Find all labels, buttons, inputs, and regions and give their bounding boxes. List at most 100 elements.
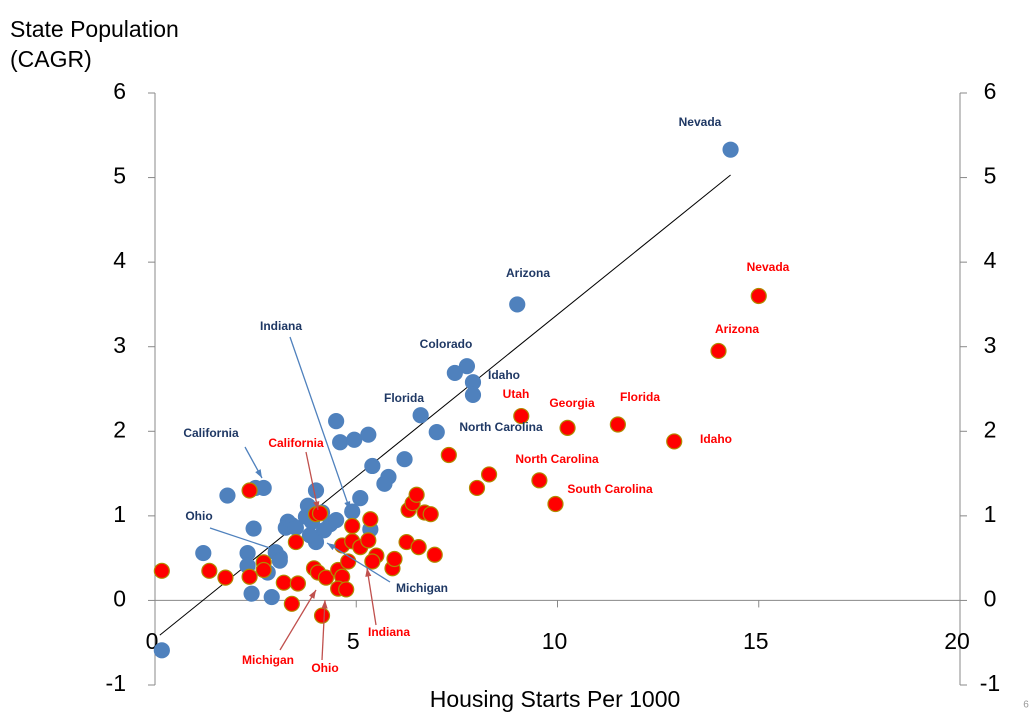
point	[255, 561, 272, 579]
annotation: California	[183, 426, 239, 440]
annotation: Idaho	[488, 368, 520, 382]
point	[360, 426, 377, 443]
point	[346, 431, 363, 448]
annotation: Nevada	[679, 115, 722, 129]
point	[428, 424, 445, 441]
point	[410, 539, 427, 556]
point	[364, 553, 381, 570]
y-tick-label: 6	[113, 78, 126, 104]
point	[311, 505, 329, 522]
arrow-head	[309, 590, 316, 599]
point	[328, 413, 345, 430]
arrow-head	[273, 546, 282, 553]
point	[287, 519, 304, 536]
y2-tick-label: 2	[984, 416, 997, 442]
y2-tick-label: 3	[984, 332, 997, 358]
point	[426, 546, 443, 563]
annotation: Indiana	[368, 625, 410, 639]
point	[338, 581, 355, 598]
annotation: Ohio	[311, 661, 338, 675]
point	[245, 520, 262, 537]
point	[666, 433, 683, 450]
point	[328, 511, 345, 529]
point	[352, 489, 369, 507]
point	[376, 475, 393, 492]
point	[201, 562, 218, 579]
point	[722, 141, 739, 158]
point	[422, 506, 439, 523]
point	[360, 532, 377, 549]
point	[480, 466, 498, 483]
point	[396, 451, 413, 468]
point	[513, 407, 530, 425]
y-tick-label: 4	[113, 247, 126, 273]
y2-tick-label: -1	[980, 670, 1000, 696]
y-tick-label: -1	[106, 670, 126, 696]
y-tick-label: 2	[113, 416, 126, 442]
annotation: Ohio	[185, 509, 212, 523]
annotation: Utah	[503, 387, 530, 401]
point	[255, 479, 272, 497]
point	[271, 552, 288, 569]
trend-line	[159, 174, 731, 636]
annotation: Florida	[620, 390, 660, 404]
point	[219, 487, 236, 504]
y-tick-label: 1	[113, 501, 126, 527]
point	[750, 287, 767, 305]
y-title: State Population	[10, 16, 179, 42]
arrow-head	[255, 469, 262, 478]
y-title: (CAGR)	[10, 46, 92, 72]
point	[344, 517, 361, 535]
annotation-arrow	[305, 451, 319, 511]
y-tick-label: 3	[113, 332, 126, 358]
point	[344, 503, 361, 520]
point	[263, 588, 280, 606]
point	[531, 472, 548, 489]
point	[241, 482, 258, 499]
annotation: Nevada	[747, 260, 790, 274]
point	[317, 569, 335, 586]
annotation-arrow	[289, 336, 351, 511]
annotation: California	[268, 436, 324, 450]
page-number: 6	[1023, 700, 1029, 711]
annotation: South Carolina	[567, 482, 653, 496]
point	[408, 486, 425, 503]
x-tick-label: 20	[944, 628, 970, 654]
annotation: Michigan	[396, 581, 448, 595]
x-tick-label: 15	[743, 628, 769, 654]
point	[412, 407, 429, 424]
point	[307, 482, 325, 499]
y2-tick-label: 1	[984, 501, 997, 527]
arrow-head	[313, 501, 320, 510]
point	[153, 642, 170, 659]
annotation: Florida	[384, 391, 424, 405]
point	[195, 544, 212, 562]
point	[217, 569, 234, 586]
point	[301, 527, 319, 544]
annotation-arrow	[279, 589, 317, 651]
annotation: Arizona	[715, 322, 759, 336]
y2-tick-label: 0	[984, 586, 997, 612]
point	[364, 457, 381, 475]
point	[440, 446, 457, 464]
y2-tick-label: 4	[984, 247, 997, 273]
arrow-head	[365, 568, 372, 577]
point	[464, 386, 482, 404]
point	[446, 364, 463, 382]
arrow-head	[344, 501, 351, 510]
annotation-arrow	[366, 567, 377, 626]
point	[362, 511, 379, 528]
point	[609, 416, 626, 433]
point	[710, 342, 727, 360]
annotation: Idaho	[700, 432, 732, 446]
point	[287, 533, 304, 551]
x-tick-label: 5	[347, 628, 360, 654]
point	[386, 550, 403, 568]
annotation-arrow	[326, 542, 391, 583]
annotation-arrow	[321, 599, 326, 661]
point	[315, 522, 333, 539]
annotation: Michigan	[242, 653, 294, 667]
y2-tick-label: 6	[984, 78, 997, 104]
annotation-arrow	[209, 527, 283, 553]
